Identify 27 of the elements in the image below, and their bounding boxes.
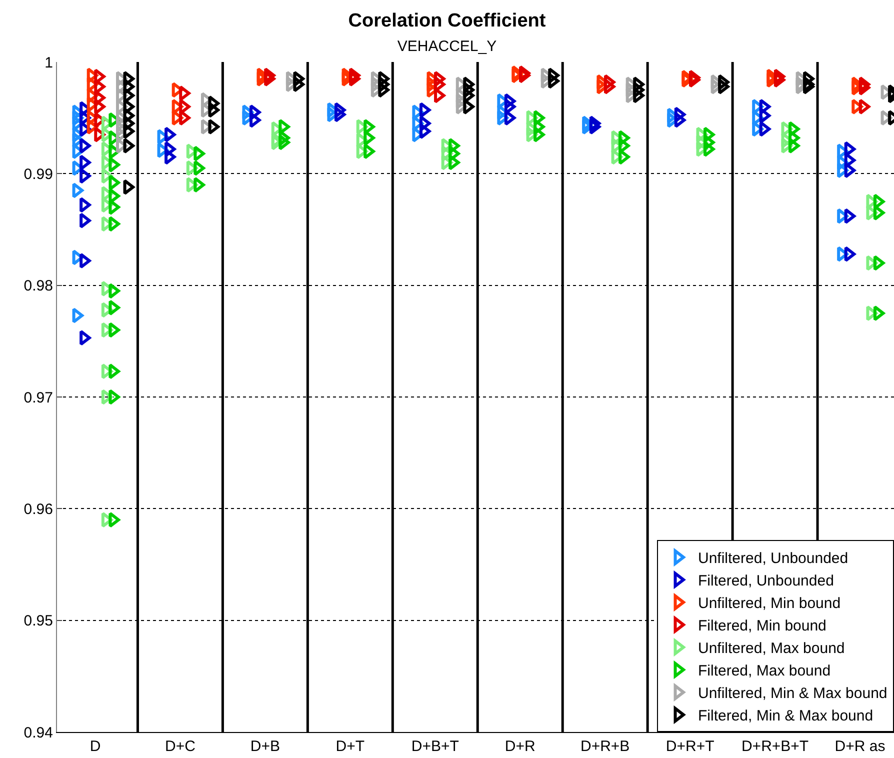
x-tick-label: D+C xyxy=(164,738,196,755)
x-tick-label: D xyxy=(90,738,101,755)
legend-label: Unfiltered, Min & Max bound xyxy=(698,685,888,702)
y-tick-label: 0.98 xyxy=(24,278,53,295)
chart-title: Corelation Coefficient xyxy=(348,10,546,32)
x-tick-label: D+B+T xyxy=(411,738,459,755)
y-tick-label: 0.94 xyxy=(24,724,53,742)
x-tick-label: D+B xyxy=(250,738,280,755)
legend-label: Filtered, Min bound xyxy=(698,618,826,635)
y-tick-label: 0.95 xyxy=(24,612,53,630)
legend-label: Unfiltered, Max bound xyxy=(698,640,845,658)
x-tick-label: D+R+T xyxy=(666,738,714,755)
y-tick-label: 0.99 xyxy=(24,166,53,183)
legend-label: Filtered, Max bound xyxy=(698,662,831,680)
y-tick-label: 0.97 xyxy=(24,389,53,406)
x-tick-label: D+T xyxy=(336,738,365,755)
x-tick-label: D+R+B+T xyxy=(741,738,809,755)
x-tick-label: D+R xyxy=(504,738,536,755)
y-tick-label: 0.96 xyxy=(24,500,53,518)
chart-subtitle: VEHACCEL_Y xyxy=(397,38,497,56)
x-tick-label: D+R as xyxy=(834,738,886,755)
legend-label: Filtered, Min & Max bound xyxy=(698,708,874,725)
legend-label: Unfiltered, Unbounded xyxy=(698,550,848,568)
y-tick-label: 1 xyxy=(44,54,53,72)
legend-label: Filtered, Unbounded xyxy=(698,572,834,590)
legend-label: Unfiltered, Min bound xyxy=(698,595,841,612)
x-tick-label: D+R+B xyxy=(580,738,630,755)
